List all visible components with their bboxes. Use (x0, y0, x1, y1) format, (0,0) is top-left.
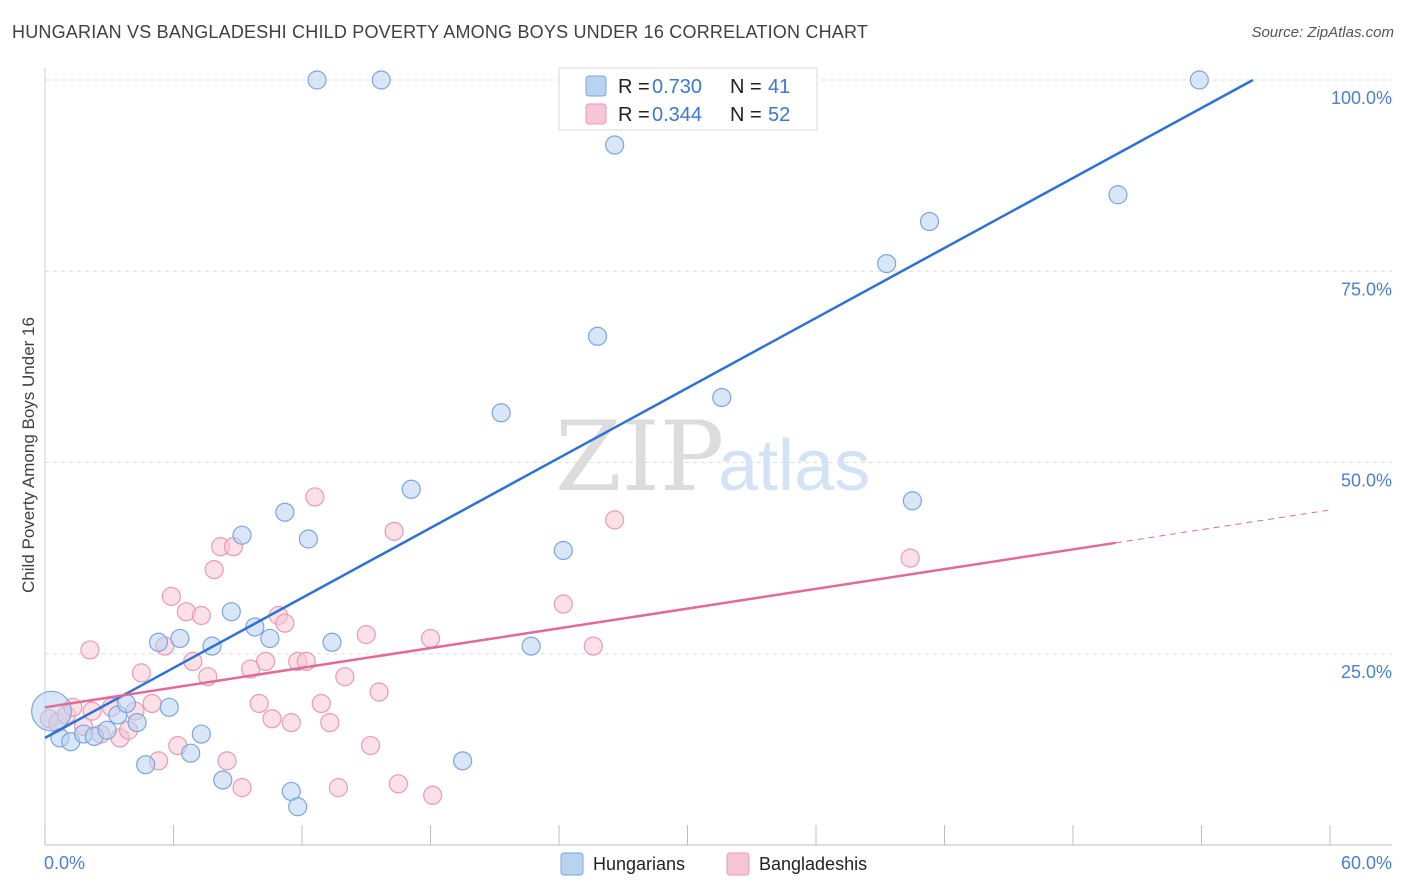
hungarians-point-9 (136, 755, 156, 775)
bangladeshis-point-26 (232, 778, 252, 798)
hungarians-point-37 (902, 491, 922, 511)
hungarians-point-28 (401, 479, 421, 499)
y-tick-label-1: 75.0% (1341, 279, 1392, 299)
hungarians-point-34 (605, 135, 625, 155)
gridlines (45, 79, 1392, 655)
axes (44, 68, 1392, 846)
bangladeshis-point-48 (553, 594, 573, 614)
legend-r-value-1: 0.730 (652, 76, 702, 98)
bangladeshis-point-24 (217, 751, 237, 771)
bangladeshis-point-39 (328, 778, 349, 798)
hungarians-point-30 (491, 403, 511, 423)
bottom-legend-swatch-bangladeshis (726, 852, 750, 876)
hungarians-point-25 (307, 70, 327, 90)
bottom-legend: Hungarians Bangladeshis (560, 852, 867, 876)
legend-n-value-1: 41 (768, 76, 790, 98)
hungarians-point-5 (97, 720, 117, 740)
legend-n-label-1: N = (730, 76, 762, 98)
legend-n-value-2: 52 (768, 104, 790, 126)
bangladeshis-point-29 (255, 651, 276, 672)
legend-r-label-1: R = (618, 76, 650, 98)
bangladeshis-point-36 (305, 487, 325, 507)
hungarians-point-31 (521, 636, 541, 656)
y-tick-label-2: 50.0% (1341, 471, 1392, 491)
chart-title: HUNGARIAN VS BANGLADESHI CHILD POVERTY A… (12, 22, 869, 42)
bangladeshis-point-47 (423, 785, 443, 805)
hungarians-point-33 (587, 326, 608, 346)
legend-swatch-hungarians (585, 75, 607, 97)
bangladeshis-point-45 (388, 774, 408, 794)
trend-lines (44, 78, 1331, 739)
hungarians-point-29 (453, 751, 473, 771)
bangladeshis-point-44 (384, 521, 404, 541)
hungarians-point-8 (127, 712, 147, 733)
hungarians-point-10 (148, 632, 169, 652)
hungarians-point-38 (919, 211, 940, 232)
hungarians-point-23 (288, 797, 308, 817)
bangladeshis-point-40 (335, 667, 355, 687)
bangladeshis-point-30 (262, 709, 282, 729)
hungarians-points (31, 70, 1209, 817)
hungarians-point-21 (275, 502, 295, 522)
bangladeshis-point-12 (131, 663, 151, 683)
hungarians-point-36 (877, 254, 897, 274)
bangladeshis-trend-line (44, 541, 1117, 709)
bangladeshis-point-22 (204, 559, 224, 580)
bangladeshis-point-28 (249, 693, 269, 714)
legend: R = 0.730 N = 41 R = 0.344 N = 52 (558, 67, 818, 131)
bangladeshis-point-37 (311, 693, 331, 714)
hungarians-point-18 (232, 525, 252, 545)
bangladeshis-point-27 (241, 659, 261, 679)
bangladeshis-point-46 (420, 628, 441, 649)
y-tick-label-0: 100.0% (1331, 88, 1392, 108)
bangladeshis-point-49 (583, 636, 603, 656)
hungarians-point-14 (191, 724, 211, 744)
bangladeshis-point-20 (191, 605, 211, 626)
bangladeshis-point-33 (281, 712, 301, 733)
bangladeshis-point-43 (369, 682, 389, 702)
hungarians-point-16 (213, 770, 233, 790)
x-tick-max: 60.0% (1341, 853, 1392, 873)
source-label: Source: ZipAtlas.com (1251, 24, 1394, 41)
hungarians-point-17 (221, 602, 241, 622)
hungarians-point-32 (553, 540, 573, 561)
bangladeshis-point-41 (356, 625, 376, 645)
legend-swatch-bangladeshis (585, 103, 607, 125)
watermark-atlas: atlas (718, 426, 870, 506)
hungarians-point-0 (31, 690, 72, 732)
bottom-legend-bangladeshis: Bangladeshis (759, 854, 867, 874)
hungarians-trend-line (44, 78, 1254, 739)
bangladeshis-point-50 (605, 510, 625, 530)
bangladeshis-point-51 (900, 548, 920, 568)
hungarians-point-12 (170, 628, 190, 649)
bangladeshis-trend-extension (1115, 509, 1331, 544)
hungarians-point-40 (1189, 70, 1209, 90)
hungarians-point-11 (159, 697, 179, 717)
bottom-legend-swatch-hungarians (560, 852, 584, 876)
bangladeshis-point-16 (161, 586, 181, 606)
bangladeshis-point-13 (142, 693, 162, 714)
hungarians-point-13 (181, 743, 201, 763)
legend-n-label-2: N = (730, 104, 762, 126)
hungarians-point-39 (1108, 185, 1128, 205)
legend-r-value-2: 0.344 (652, 104, 702, 126)
bangladeshis-point-32 (275, 613, 295, 633)
bangladeshis-point-38 (320, 712, 340, 733)
y-tick-labels: 100.0% 75.0% 50.0% 25.0% (1331, 88, 1392, 682)
bangladeshis-points (39, 487, 920, 805)
bangladeshis-point-6 (80, 640, 100, 660)
hungarians-point-26 (322, 632, 342, 652)
watermark-zip: ZIP (555, 401, 724, 513)
x-tick-min: 0.0% (44, 853, 85, 873)
y-axis-label: Child Poverty Among Boys Under 16 (19, 317, 38, 593)
legend-r-label-2: R = (618, 104, 650, 126)
bottom-legend-hungarians: Hungarians (593, 854, 685, 874)
hungarians-point-27 (371, 70, 391, 90)
hungarians-point-35 (712, 387, 732, 408)
hungarians-point-20 (260, 628, 280, 649)
hungarians-point-24 (298, 529, 319, 549)
y-tick-label-3: 25.0% (1341, 662, 1392, 682)
bangladeshis-point-42 (360, 735, 381, 756)
